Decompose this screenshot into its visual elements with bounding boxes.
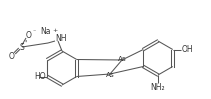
Text: S: S	[20, 42, 24, 51]
Text: +: +	[52, 28, 58, 32]
Text: Na: Na	[41, 27, 51, 36]
Text: HO: HO	[34, 72, 46, 81]
Text: O: O	[26, 30, 32, 40]
Text: NH: NH	[55, 33, 67, 42]
Text: O: O	[9, 51, 15, 60]
Text: As: As	[106, 72, 114, 78]
Text: NH₂: NH₂	[151, 83, 165, 92]
Text: ': '	[24, 40, 26, 49]
Text: OH: OH	[182, 45, 193, 54]
Text: ⁻: ⁻	[32, 30, 36, 36]
Text: As: As	[118, 56, 126, 62]
